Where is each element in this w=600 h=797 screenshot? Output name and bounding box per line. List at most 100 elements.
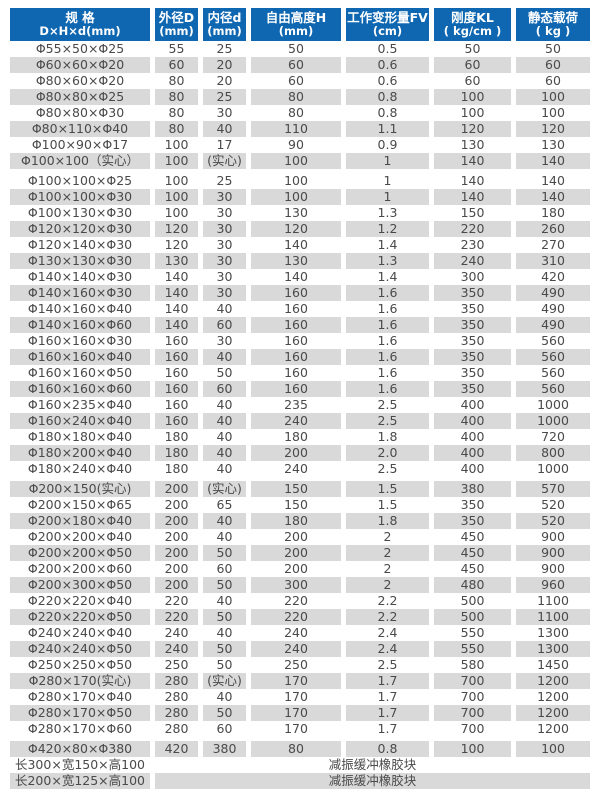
column-header-unit: D×H×d(mm) [39,25,121,38]
cell-spec: Φ280×170×Φ40 [10,689,150,705]
cell-free-height: 200 [251,545,341,561]
cell-stiffness: 350 [434,513,511,529]
cell-spec: Φ280×170×Φ50 [10,705,150,721]
cell-free-height: 80 [251,89,341,105]
cell-outer-diameter: 160 [155,397,198,413]
cell-deformation: 0.8 [346,89,429,105]
cell-outer-diameter: 280 [155,673,198,689]
cell-stiffness: 100 [434,741,511,757]
cell-inner-diameter: 40 [203,397,246,413]
table-row: Φ200×180×Φ40 200 40 180 1.8 350 520 [10,513,590,529]
table-row: Φ80×110×Φ40 80 40 110 1.1 120 120 [10,121,590,137]
cell-outer-diameter: 220 [155,593,198,609]
cell-deformation: 1.6 [346,381,429,397]
cell-outer-diameter: 200 [155,577,198,593]
cell-stiffness: 700 [434,705,511,721]
cell-static-load: 420 [516,269,590,285]
cell-spec: Φ280×170(实心) [10,673,150,689]
cell-spec: Φ250×250×Φ50 [10,657,150,673]
cell-stiffness: 140 [434,173,511,189]
cell-spec: Φ200×200×Φ50 [10,545,150,561]
table-row: Φ250×250×Φ50 250 50 250 2.5 580 1450 [10,657,590,673]
cell-inner-diameter: (实心) [203,153,246,169]
cell-free-height: 240 [251,413,341,429]
cell-deformation: 1.6 [346,301,429,317]
cell-static-load: 800 [516,445,590,461]
cell-merged-note: 减振缓冲橡胶块 [155,757,590,773]
cell-stiffness: 700 [434,673,511,689]
cell-deformation: 1.8 [346,513,429,529]
cell-outer-diameter: 80 [155,89,198,105]
cell-inner-diameter: 40 [203,529,246,545]
cell-stiffness: 220 [434,221,511,237]
cell-static-load: 560 [516,365,590,381]
column-header-title: 静态载荷 [527,10,578,25]
table-row: Φ60×60×Φ20 60 20 60 0.6 60 60 [10,57,590,73]
cell-deformation: 1.8 [346,429,429,445]
cell-outer-diameter: 140 [155,301,198,317]
table-row: Φ120×140×Φ30 120 30 140 1.4 230 270 [10,237,590,253]
cell-deformation: 1.7 [346,721,429,737]
cell-stiffness: 380 [434,481,511,497]
cell-inner-diameter: 30 [203,285,246,301]
cell-free-height: 200 [251,561,341,577]
table-row: Φ140×140×Φ30 140 30 140 1.4 300 420 [10,269,590,285]
cell-inner-diameter: 380 [203,741,246,757]
cell-free-height: 150 [251,497,341,513]
cell-spec: Φ180×180×Φ40 [10,429,150,445]
cell-static-load: 270 [516,237,590,253]
cell-outer-diameter: 180 [155,429,198,445]
cell-static-load: 1100 [516,609,590,625]
cell-inner-diameter: 40 [203,593,246,609]
cell-stiffness: 60 [434,73,511,89]
cell-spec: Φ80×80×Φ25 [10,89,150,105]
table-row: Φ100×130×Φ30 100 30 130 1.3 150 180 [10,205,590,221]
cell-deformation: 1.6 [346,333,429,349]
cell-outer-diameter: 280 [155,689,198,705]
cell-static-load: 490 [516,285,590,301]
cell-spec: Φ80×110×Φ40 [10,121,150,137]
table-row: Φ280×170×Φ50 280 50 170 1.7 700 1200 [10,705,590,721]
cell-spec: Φ280×170×Φ60 [10,721,150,737]
table-row: 长300×宽150×高100 减振缓冲橡胶块 [10,757,590,773]
cell-outer-diameter: 200 [155,561,198,577]
cell-deformation: 1 [346,153,429,169]
cell-outer-diameter: 220 [155,609,198,625]
cell-static-load: 560 [516,349,590,365]
table-row: Φ55×50×Φ25 55 25 50 0.5 50 50 [10,41,590,57]
cell-spec: Φ55×50×Φ25 [10,41,150,57]
table-row: Φ140×160×Φ60 140 60 160 1.6 350 490 [10,317,590,333]
table-row: Φ200×150(实心) 200 (实心) 150 1.5 380 570 [10,481,590,497]
cell-inner-diameter: 50 [203,657,246,673]
column-header-unit: (mm) [278,25,314,38]
cell-deformation: 1.4 [346,237,429,253]
cell-deformation: 2 [346,577,429,593]
cell-free-height: 220 [251,593,341,609]
cell-inner-diameter: (实心) [203,673,246,689]
cell-static-load: 100 [516,89,590,105]
cell-inner-diameter: 25 [203,173,246,189]
cell-stiffness: 300 [434,269,511,285]
cell-static-load: 570 [516,481,590,497]
cell-free-height: 160 [251,301,341,317]
cell-free-height: 110 [251,121,341,137]
cell-stiffness: 230 [434,237,511,253]
cell-free-height: 90 [251,137,341,153]
cell-deformation: 1.4 [346,269,429,285]
table-row: Φ160×160×Φ50 160 50 160 1.6 350 560 [10,365,590,381]
table-row: Φ160×240×Φ40 160 40 240 2.5 400 1000 [10,413,590,429]
cell-free-height: 100 [251,153,341,169]
cell-inner-diameter: 30 [203,237,246,253]
cell-stiffness: 580 [434,657,511,673]
cell-free-height: 160 [251,349,341,365]
cell-deformation: 1.7 [346,673,429,689]
column-header: 内径d (mm) [203,8,246,41]
cell-inner-diameter: 20 [203,73,246,89]
cell-deformation: 2.5 [346,461,429,477]
cell-inner-diameter: 20 [203,57,246,73]
cell-spec: Φ60×60×Φ20 [10,57,150,73]
cell-static-load: 260 [516,221,590,237]
column-header-unit: (mm) [159,25,194,38]
cell-static-load: 1300 [516,641,590,657]
column-header-unit: ( kg/cm ) [443,25,502,38]
